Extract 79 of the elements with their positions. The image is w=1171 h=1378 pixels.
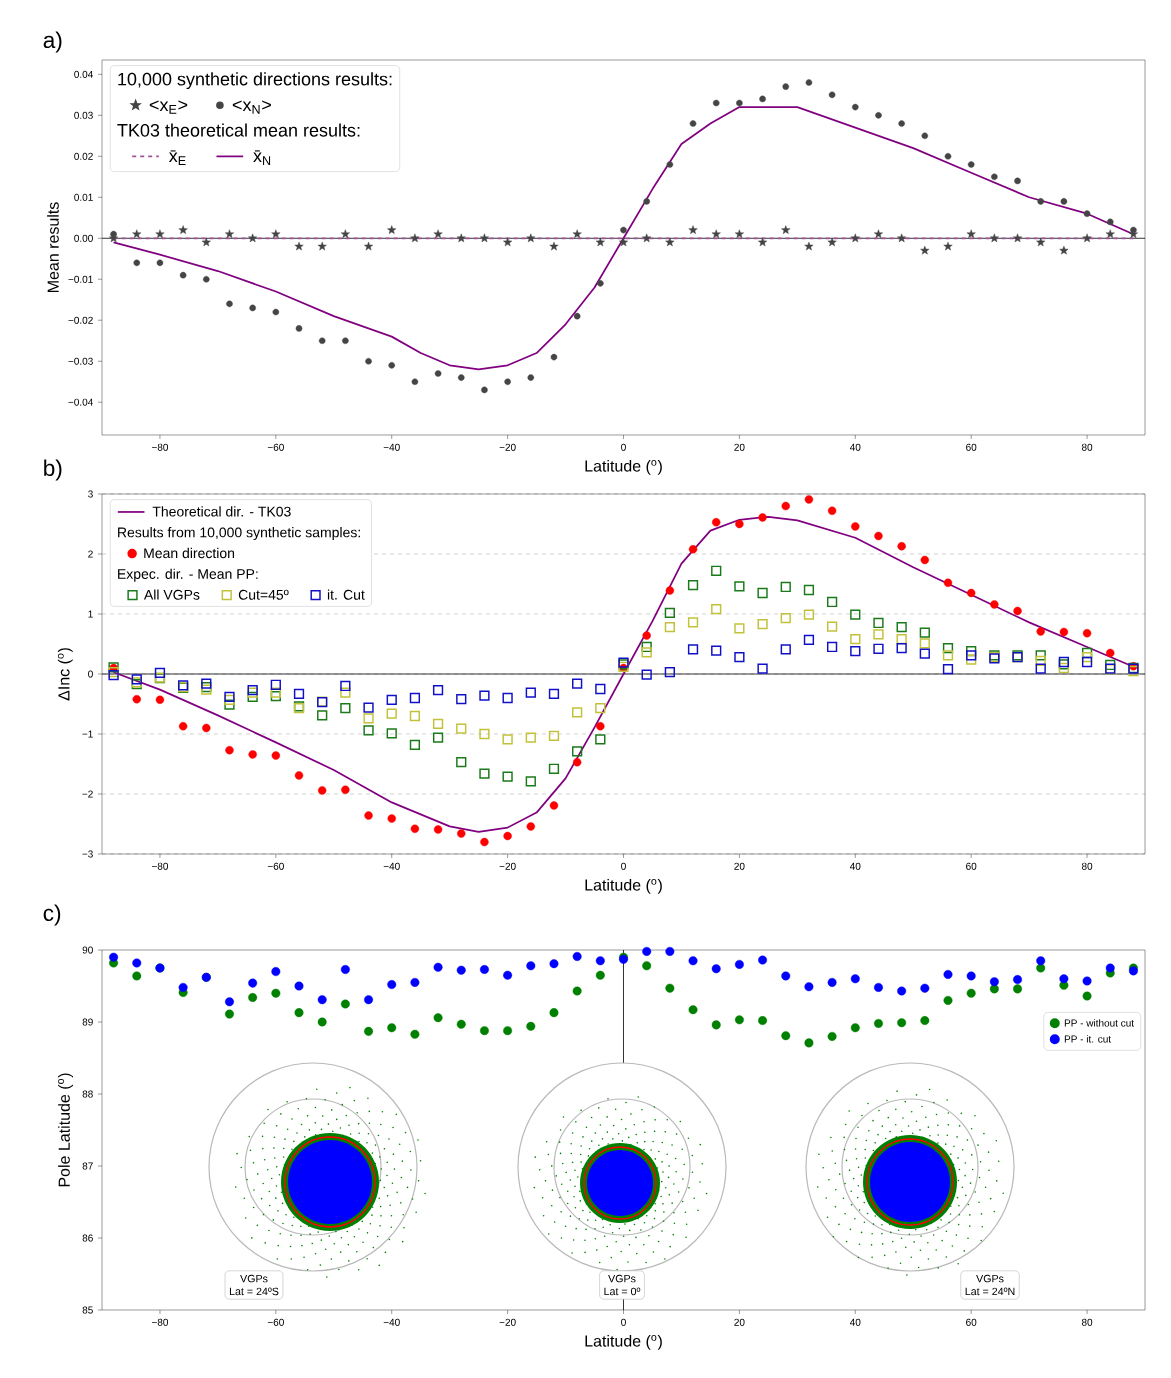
- x-tick-label: 0: [621, 1318, 626, 1326]
- x-tick-label: 40: [849, 862, 861, 870]
- y-tick-label: 89: [82, 1018, 93, 1026]
- y-tick-label: 0.00: [74, 234, 93, 242]
- x-tick-label: −80: [151, 443, 169, 451]
- legend-label: x̄$_{N}$: [253, 150, 271, 165]
- annotation: VGPs: [976, 1274, 1004, 1283]
- y-tick-label: −0.01: [68, 275, 93, 283]
- x-axis-title: Latitude ($^{o}$): [585, 459, 662, 475]
- y-tick-label: −3: [82, 850, 93, 858]
- x-tick-label: 40: [849, 443, 861, 451]
- legend-label: Theoretical dir. - TK03: [152, 506, 291, 517]
- annotation: VGPs: [240, 1274, 268, 1283]
- annotation: VGPs: [608, 1274, 636, 1283]
- x-tick-label: −40: [383, 443, 400, 451]
- x-tick-label: −60: [267, 1318, 284, 1326]
- legend-label: All VGPs: [143, 589, 200, 600]
- y-tick-label: 0.02: [74, 152, 93, 160]
- y-tick-label: 87: [82, 1162, 93, 1170]
- x-tick-label: 80: [1081, 862, 1093, 870]
- x-tick-label: −60: [267, 443, 284, 451]
- x-tick-label: 40: [849, 1318, 861, 1326]
- y-axis-title: Pole Latitude ($^{o}$): [58, 1073, 73, 1187]
- chart-title: c): [43, 904, 61, 926]
- x-tick-label: 0: [621, 862, 626, 870]
- x-tick-label: 80: [1081, 443, 1093, 451]
- annotation: Results from 10,000 synthetic samples:: [118, 527, 360, 541]
- x-tick-label: −40: [383, 1318, 400, 1326]
- x-tick-label: 60: [966, 1318, 977, 1326]
- annotation: Lat = 24ºN: [965, 1287, 1015, 1296]
- legend-label: PP - without cut: [1064, 1019, 1134, 1027]
- x-tick-label: 80: [1081, 1318, 1093, 1326]
- legend-label: <x$_{N}$>: [232, 100, 271, 114]
- y-tick-label: −2: [82, 790, 93, 798]
- x-tick-label: 20: [734, 1318, 745, 1326]
- y-tick-label: 3: [88, 490, 93, 498]
- x-axis-title: Latitude ($^{o}$): [585, 1334, 662, 1350]
- legend-label: Cut=45º: [238, 589, 289, 600]
- x-tick-label: −80: [151, 862, 169, 870]
- annotation: Lat = 24ºS: [229, 1287, 279, 1296]
- y-tick-label: 86: [82, 1234, 93, 1242]
- legend-label: x̄$_{E}$: [168, 150, 186, 165]
- y-tick-label: 85: [82, 1306, 93, 1314]
- legend-label: it. Cut: [327, 589, 365, 600]
- x-tick-label: −20: [499, 443, 516, 451]
- annotation: Lat = 0º: [604, 1287, 641, 1296]
- y-tick-label: 88: [82, 1090, 93, 1098]
- x-tick-label: 60: [966, 862, 977, 870]
- y-tick-label: 0: [88, 670, 93, 678]
- y-tick-label: 1: [88, 610, 93, 618]
- y-tick-label: 0.01: [74, 193, 93, 201]
- x-tick-label: −60: [267, 862, 284, 870]
- annotation: TK03 theoretical mean results:: [117, 123, 360, 137]
- chart-title: a): [43, 31, 62, 53]
- x-tick-label: −20: [499, 1318, 516, 1326]
- y-tick-label: −0.03: [68, 357, 93, 365]
- annotation: Expec. dir. - Mean PP:: [118, 568, 258, 582]
- x-tick-label: 20: [734, 443, 745, 451]
- x-tick-label: −40: [383, 862, 400, 870]
- y-tick-label: 90: [82, 946, 93, 954]
- y-tick-label: −0.02: [68, 316, 93, 324]
- x-tick-label: −20: [499, 862, 516, 870]
- y-tick-label: 2: [88, 550, 93, 558]
- y-tick-label: −1: [82, 730, 93, 738]
- legend-label: <x$_{E}$>: [149, 100, 188, 114]
- y-tick-label: 0.03: [74, 111, 93, 119]
- x-tick-label: 20: [734, 862, 745, 870]
- x-tick-label: 60: [966, 443, 977, 451]
- x-tick-label: 0: [621, 443, 626, 451]
- y-tick-label: −0.04: [68, 398, 93, 406]
- x-axis-title: Latitude ($^{o}$): [585, 878, 662, 894]
- legend-label: PP - it. cut: [1064, 1035, 1112, 1043]
- chart-title: b): [44, 459, 62, 481]
- y-axis-title: ΔInc ($^{o}$): [57, 648, 73, 701]
- x-tick-label: −80: [151, 1318, 169, 1326]
- y-tick-label: 0.04: [74, 70, 93, 78]
- legend-label: Mean direction: [144, 547, 235, 559]
- legend-title: 10,000 synthetic directions results:: [118, 72, 392, 90]
- y-axis-title: Mean results: [47, 202, 59, 292]
